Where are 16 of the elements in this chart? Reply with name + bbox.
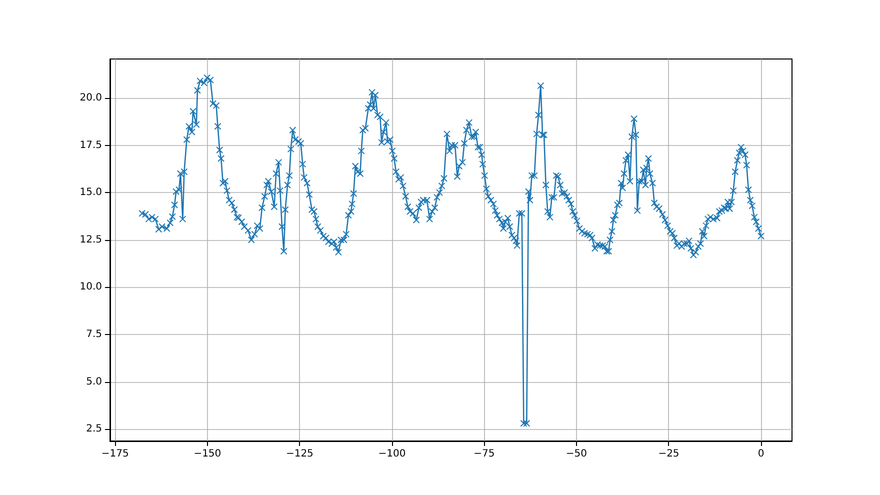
- x-tick-label: −50: [566, 448, 588, 460]
- y-tick-label: 10.0: [80, 282, 102, 293]
- y-tick-label: 7.5: [86, 328, 102, 340]
- x-tick-label: −175: [101, 448, 129, 460]
- x-tick-label: −75: [474, 448, 495, 460]
- y-tick-label: 2.5: [86, 424, 102, 435]
- x-tick-label: −125: [286, 448, 314, 460]
- y-tick-label: 12.5: [80, 234, 102, 246]
- x-tick-label: −150: [194, 448, 222, 460]
- x-tick-label: 0: [758, 448, 764, 460]
- y-tick-label: 20.0: [80, 92, 102, 104]
- y-tick-label: 15.0: [80, 187, 102, 198]
- x-tick-label: −100: [378, 448, 406, 460]
- y-tick-label: 17.5: [80, 140, 102, 151]
- y-tick-label: 5.0: [86, 376, 102, 388]
- x-tick-label: −25: [658, 448, 680, 460]
